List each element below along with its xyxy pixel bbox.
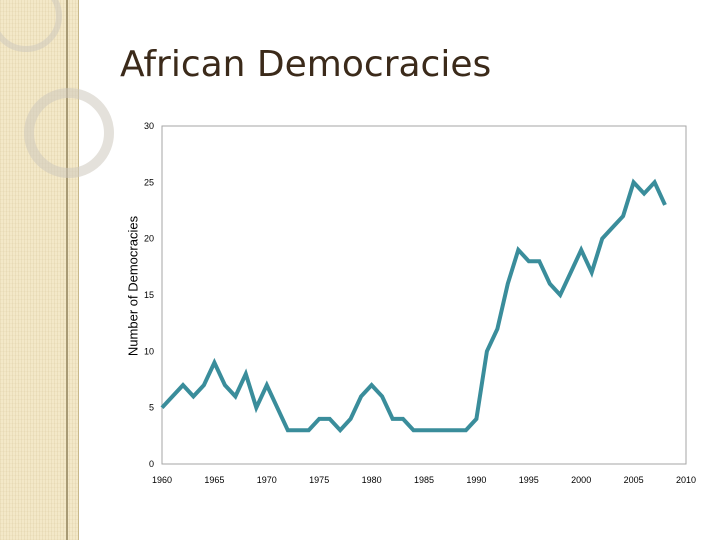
y-tick-label: 5: [149, 403, 154, 413]
x-tick-label: 1990: [466, 475, 486, 485]
x-tick-label: 1975: [309, 475, 329, 485]
x-tick-label: 2010: [676, 475, 696, 485]
series-layer: [160, 178, 667, 434]
y-tick-label: 25: [144, 177, 154, 187]
x-tick-label: 2005: [624, 475, 644, 485]
x-tick-label: 1970: [257, 475, 277, 485]
plot-area-frame: [161, 125, 687, 465]
decorative-ring: [0, 0, 62, 52]
x-tick-label: 1965: [204, 475, 224, 485]
x-tick-label: 1985: [414, 475, 434, 485]
x-tick-label: 1995: [519, 475, 539, 485]
slide-title: African Democracies: [120, 44, 492, 85]
y-tick-label: 10: [144, 346, 154, 356]
sidebar-accent-line: [66, 0, 68, 540]
x-tick-label: 2000: [571, 475, 591, 485]
x-tick-label: 1960: [152, 475, 172, 485]
y-tick-label: 30: [144, 121, 154, 131]
y-tick-label: 15: [144, 290, 154, 300]
y-tick-label: 0: [149, 459, 154, 469]
y-axis-ticks: 0 5 10 15 20 25 30: [144, 121, 154, 469]
series-line-democracies: [160, 178, 667, 434]
sidebar-border: [78, 0, 79, 540]
x-axis-ticks: 1960 1965 1970 1975 1980 1985 1990 1995 2000 2005…: [152, 475, 696, 485]
y-tick-label: 20: [144, 234, 154, 244]
x-tick-label: 1980: [362, 475, 382, 485]
decorative-ring: [24, 88, 114, 178]
